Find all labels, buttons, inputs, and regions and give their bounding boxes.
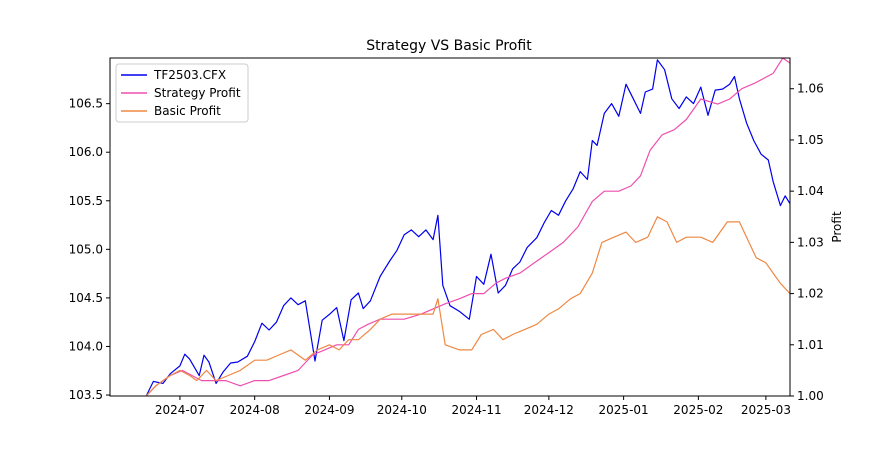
y-left-tick-label: 103.5 <box>69 388 103 402</box>
y-right-tick-label: 1.06 <box>797 82 824 96</box>
y-left-tick-label: 104.5 <box>69 291 103 305</box>
x-tick-label: 2025-02 <box>673 403 723 417</box>
legend-label: Strategy Profit <box>154 86 241 100</box>
x-tick-label: 2025-01 <box>599 403 649 417</box>
y-right-tick-label: 1.02 <box>797 287 824 301</box>
x-tick-label: 2024-11 <box>451 403 501 417</box>
legend-box <box>115 63 249 123</box>
y-axis-left: 103.5 104.0 104.5 105.0 105.5 106.0 106.5 <box>69 97 110 402</box>
legend-label: TF2503.CFX <box>153 68 226 82</box>
y-right-tick-label: 1.01 <box>797 338 824 352</box>
x-tick-label: 2024-09 <box>304 403 354 417</box>
y-axis-right-label: Profit <box>830 211 844 243</box>
x-tick-label: 2025-03 <box>741 403 791 417</box>
legend-label: Basic Profit <box>154 104 221 118</box>
x-tick-label: 2024-10 <box>377 403 427 417</box>
chart-title: Strategy VS Basic Profit <box>366 38 532 54</box>
y-right-tick-label: 1.00 <box>797 389 824 403</box>
series-line-basic-profit <box>145 216 790 396</box>
y-axis-right: 1.00 1.01 1.02 1.03 1.04 1.05 1.06 <box>790 82 824 403</box>
y-right-tick-label: 1.03 <box>797 235 824 249</box>
series-line-strategy-profit <box>145 58 790 396</box>
x-axis: 2024-07 2024-08 2024-09 2024-10 2024-11 2024-… <box>155 396 791 417</box>
y-left-tick-label: 106.5 <box>69 97 103 111</box>
y-left-tick-label: 105.5 <box>69 194 103 208</box>
y-left-tick-label: 105.0 <box>69 242 103 256</box>
series-line-tf2503-cfx <box>145 59 790 396</box>
y-right-tick-label: 1.04 <box>797 184 824 198</box>
plot-frame <box>109 57 791 397</box>
legend: TF2503.CFX Strategy Profit Basic Profit <box>115 63 249 123</box>
y-right-tick-label: 1.05 <box>797 133 824 147</box>
x-tick-label: 2024-07 <box>155 403 205 417</box>
x-tick-label: 2024-12 <box>524 403 574 417</box>
x-tick-label: 2024-08 <box>230 403 280 417</box>
plot-lines <box>145 58 790 396</box>
y-left-tick-label: 106.0 <box>69 145 103 159</box>
y-left-tick-label: 104.0 <box>69 339 103 353</box>
